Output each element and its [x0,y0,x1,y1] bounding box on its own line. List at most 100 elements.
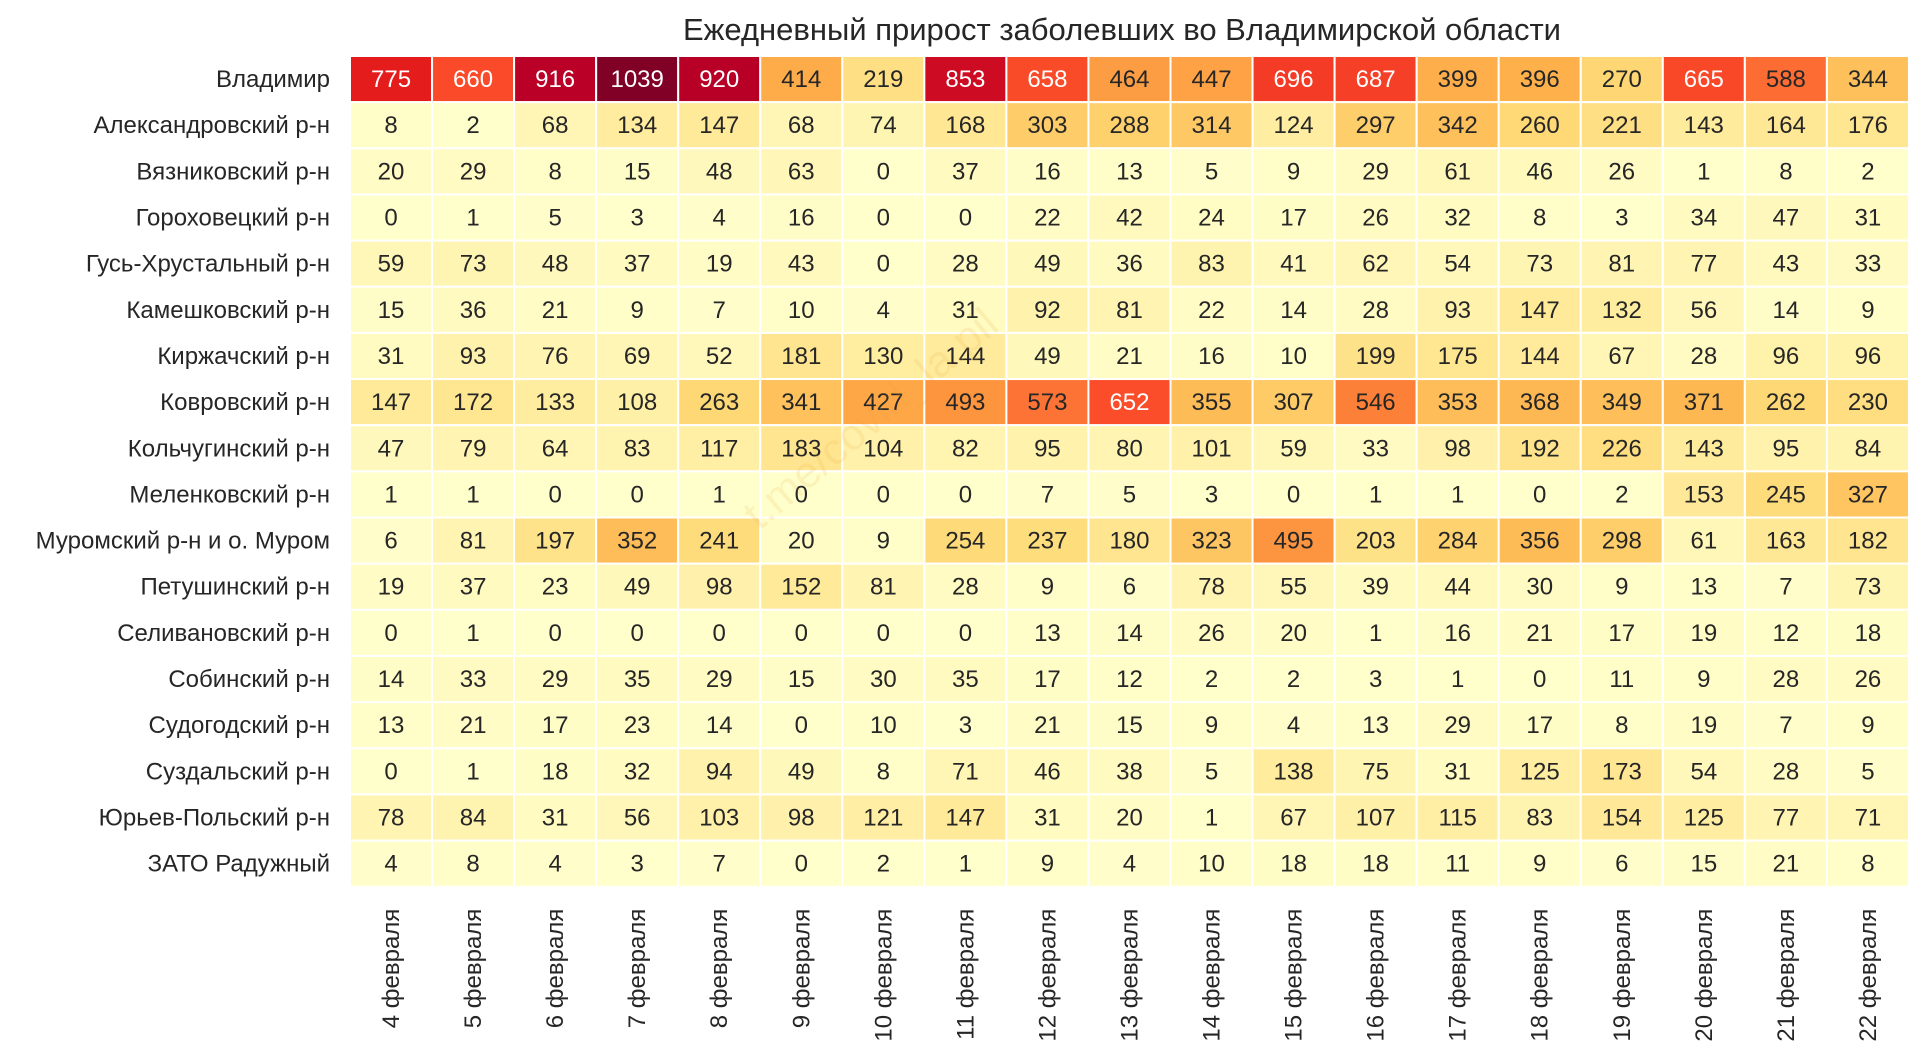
column-label: 21 февраля [1773,909,1800,1042]
heatmap-cell [1661,747,1746,796]
cell-value-label: 495 [1274,528,1314,555]
column-label: 16 февраля [1363,909,1390,1042]
heatmap-cell [1333,424,1418,473]
cell-value-label: 21 [1526,620,1553,647]
cell-value-label: 665 [1684,66,1724,93]
cell-value-label: 39 [1362,574,1389,601]
cell-value-label: 21 [542,297,569,324]
cell-value-label: 15 [1690,851,1717,878]
heatmap-cell [1825,331,1910,381]
heatmap-cell [1743,193,1828,242]
heatmap-cell [1415,701,1500,750]
cell-value-label: 341 [781,389,821,416]
heatmap-cell [841,608,926,657]
heatmap-cell [1825,424,1910,473]
heatmap-cell [1169,747,1254,796]
cell-value-label: 2 [466,112,479,139]
cell-value-label: 73 [1526,251,1553,278]
cell-value-label: 4 [548,851,561,878]
row-label: Гусь-Хрустальный р-н [86,251,330,278]
cell-value-label: 254 [945,528,985,555]
cell-value-label: 0 [959,481,972,508]
cell-value-label: 82 [952,435,979,462]
heatmap-cell [759,424,844,473]
heatmap-cell [1743,839,1828,888]
cell-value-label: 32 [1444,205,1471,232]
heatmap-cell [1251,239,1336,288]
cell-value-label: 687 [1356,66,1396,93]
heatmap-cell [1825,285,1910,334]
cell-value-label: 4 [1287,712,1300,739]
cell-value-label: 7 [713,297,726,324]
cell-value-label: 288 [1109,112,1149,139]
cell-value-label: 5 [1123,481,1136,508]
cell-value-label: 18 [1280,851,1307,878]
cell-value-label: 71 [1855,804,1882,831]
heatmap-cell [1005,378,1090,427]
cell-value-label: 28 [1773,666,1800,693]
heatmap-cell [349,55,434,104]
cell-value-label: 21 [460,712,487,739]
cell-value-label: 84 [460,804,487,831]
cell-value-label: 49 [1034,251,1061,278]
cell-value-label: 7 [1041,481,1054,508]
heatmap-cell [1743,147,1828,196]
cell-value-label: 29 [1444,712,1471,739]
cell-value-label: 18 [542,758,569,785]
heatmap-cells: 775 660 916 1039 920 414 219 853 658 464 447 696 687… [349,55,1910,888]
heatmap-cell [349,516,434,565]
heatmap-cell [349,654,434,704]
column-label: 14 февраля [1199,909,1226,1042]
cell-value-label: 14 [706,712,733,739]
cell-value-label: 36 [1116,251,1143,278]
heatmap-cell [1005,193,1090,242]
cell-value-label: 652 [1109,389,1149,416]
heatmap-cell [1251,285,1336,334]
cell-value-label: 21 [1116,343,1143,370]
cell-value-label: 80 [1116,435,1143,462]
heatmap-cell [513,285,598,334]
heatmap-cell [1087,839,1172,888]
cell-value-label: 0 [630,620,643,647]
heatmap-cell [1005,747,1090,796]
cell-value-label: 14 [1773,297,1800,324]
heatmap-cell [595,193,680,242]
heatmap-cell [1333,378,1418,427]
cell-value-label: 1 [713,481,726,508]
cell-value-label: 230 [1848,389,1888,416]
cell-value-label: 9 [630,297,643,324]
cell-value-label: 9 [1041,851,1054,878]
cell-value-label: 775 [371,66,411,93]
heatmap-cell [431,608,516,657]
cell-value-label: 13 [1362,712,1389,739]
heatmap-cell [1497,239,1582,288]
heatmap-cell [431,424,516,473]
cell-value-label: 147 [945,804,985,831]
cell-value-label: 10 [1280,343,1307,370]
cell-value-label: 10 [788,297,815,324]
cell-value-label: 176 [1848,112,1888,139]
heatmap-cell [677,516,762,565]
cell-value-label: 1 [466,620,479,647]
heatmap-cell [349,562,434,611]
heatmap-cell [1169,608,1254,657]
row-label: Собинский р-н [168,666,330,693]
cell-value-label: 17 [542,712,569,739]
cell-value-label: 307 [1274,389,1314,416]
cell-value-label: 3 [1369,666,1382,693]
heatmap-cell [677,470,762,519]
heatmap-cell [1087,193,1172,242]
cell-value-label: 658 [1027,66,1067,93]
heatmap-cell [431,839,516,888]
cell-value-label: 8 [1533,205,1546,232]
heatmap-cell [1251,654,1336,704]
cell-value-label: 3 [630,851,643,878]
cell-value-label: 2 [1861,158,1874,185]
cell-value-label: 92 [1034,297,1061,324]
heatmap-cell [1661,793,1746,842]
cell-value-label: 13 [1034,620,1061,647]
heatmap-cell [1251,701,1336,750]
cell-value-label: 8 [1861,851,1874,878]
cell-value-label: 9 [877,528,890,555]
cell-value-label: 1 [1451,481,1464,508]
